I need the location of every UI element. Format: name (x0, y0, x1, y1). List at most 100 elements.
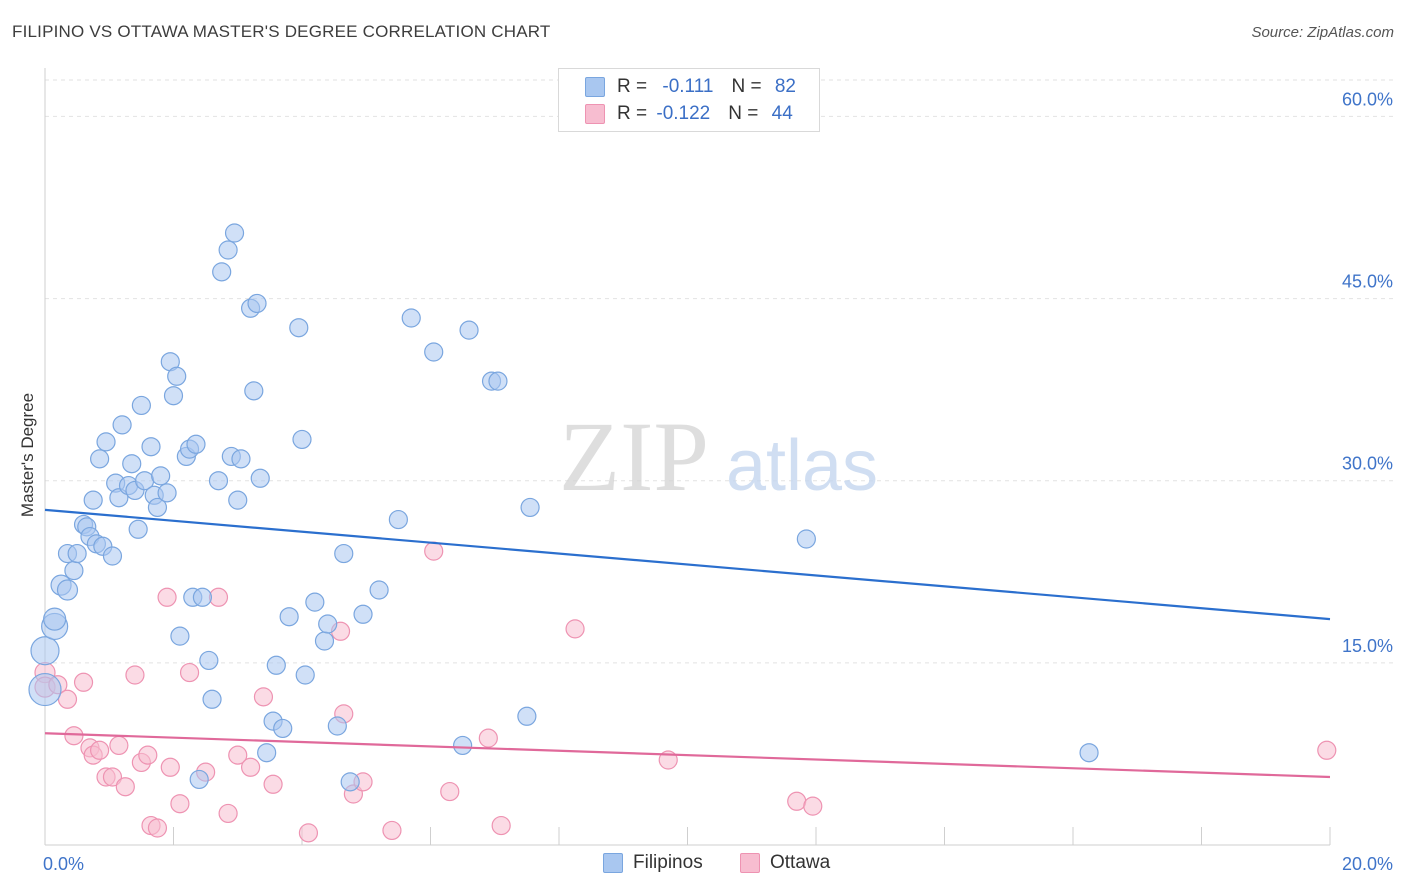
data-point-filipinos (295, 665, 315, 685)
data-point-filipinos (43, 607, 67, 631)
data-point-filipinos (141, 437, 161, 457)
data-point-filipinos (96, 432, 116, 452)
data-point-filipinos (314, 631, 335, 651)
legend-n-label: N = (731, 76, 767, 97)
tick-label-layer: 15.0% 30.0% 45.0% 60.0% 0.0% 20.0% (43, 89, 1393, 874)
data-point-filipinos (453, 735, 473, 756)
series-legend: Filipinos Ottawa (0, 852, 1406, 878)
data-point-filipinos (266, 655, 286, 675)
data-point-filipinos (388, 509, 408, 530)
data-point-filipinos (353, 604, 373, 624)
data-point-filipinos (334, 543, 354, 564)
data-point-filipinos (250, 468, 270, 488)
data-point-filipinos (212, 262, 232, 282)
data-point-filipinos (273, 718, 293, 739)
legend-swatch-filipinos (603, 853, 623, 873)
data-point-filipinos (369, 580, 389, 600)
data-point-ottawa (787, 791, 807, 811)
data-point-filipinos (292, 429, 312, 450)
data-point-filipinos (401, 308, 421, 328)
data-point-filipinos (157, 483, 177, 503)
data-point-filipinos (218, 240, 238, 260)
y-tick-label: 60.0% (1342, 89, 1393, 109)
data-point-filipinos (228, 490, 248, 510)
data-point-filipinos (167, 366, 187, 386)
data-point-filipinos (1079, 743, 1099, 763)
data-point-filipinos (147, 497, 168, 518)
data-point-filipinos (151, 466, 171, 486)
legend-r-value: -0.122 (656, 103, 711, 124)
data-point-ottawa (298, 823, 319, 843)
legend-n-value: 82 (774, 76, 796, 97)
data-point-filipinos (192, 587, 213, 607)
data-point-filipinos (186, 434, 206, 454)
points-layer (28, 223, 1337, 843)
grid-layer (45, 79, 1395, 664)
data-point-ottawa (263, 774, 283, 794)
data-point-filipinos (128, 519, 148, 539)
data-point-filipinos (122, 454, 142, 474)
data-point-ottawa (440, 781, 460, 802)
data-point-filipinos (67, 543, 87, 564)
data-point-ottawa (208, 587, 229, 607)
y-tick-label: 15.0% (1342, 636, 1393, 656)
chart-source: Source: ZipAtlas.com (1251, 24, 1394, 41)
data-point-filipinos (279, 607, 299, 627)
data-point-ottawa (125, 665, 145, 685)
legend-swatch-filipinos (585, 77, 605, 97)
data-point-filipinos (257, 743, 277, 763)
data-point-ottawa (90, 740, 110, 760)
data-point-filipinos (517, 706, 537, 726)
data-point-ottawa (491, 815, 511, 836)
legend-r-value: -0.111 (662, 76, 714, 97)
data-point-filipinos (796, 529, 816, 549)
data-point-ottawa (160, 757, 180, 777)
legend-label-filipinos: Filipinos (633, 852, 703, 873)
data-point-filipinos (131, 395, 151, 416)
data-point-filipinos (56, 579, 79, 601)
data-point-ottawa (565, 619, 585, 639)
data-point-filipinos (199, 650, 219, 671)
data-point-filipinos (90, 449, 110, 469)
chart-title: FILIPINO VS OTTAWA MASTER'S DEGREE CORRE… (12, 22, 551, 41)
data-point-filipinos (170, 626, 190, 646)
data-point-filipinos (424, 342, 444, 362)
legend-label-ottawa: Ottawa (770, 852, 831, 873)
x-tick-label: 0.0% (43, 854, 84, 874)
legend-item-filipinos[interactable]: Filipinos (603, 852, 703, 874)
legend-item-ottawa[interactable]: Ottawa (740, 852, 830, 874)
data-point-filipinos (318, 614, 338, 634)
watermark: ZIP atlas (559, 401, 878, 512)
data-point-ottawa (228, 745, 248, 765)
data-point-filipinos (224, 223, 245, 243)
correlation-legend: R = -0.111 N = 82 R = -0.122 N = 44 (558, 68, 820, 132)
data-point-ottawa (115, 777, 135, 797)
data-point-filipinos (202, 689, 222, 709)
data-point-ottawa (478, 728, 498, 748)
legend-n-label: N = (728, 103, 764, 124)
data-point-filipinos (231, 449, 251, 469)
watermark-atlas: atlas (726, 426, 878, 506)
data-point-ottawa (803, 796, 823, 816)
data-point-filipinos (327, 716, 347, 736)
data-point-filipinos (163, 386, 184, 406)
data-point-ottawa (73, 672, 94, 692)
data-point-filipinos (340, 772, 360, 792)
data-point-ottawa (157, 587, 177, 607)
data-point-filipinos (244, 381, 264, 401)
data-point-filipinos (305, 592, 325, 612)
data-point-ottawa (424, 541, 444, 561)
trend-line-filipinos (44, 508, 1331, 621)
data-point-filipinos (102, 546, 123, 566)
data-point-ottawa (218, 803, 238, 824)
legend-r-label: R = (617, 76, 653, 97)
data-point-filipinos (30, 636, 60, 666)
data-point-filipinos (488, 371, 508, 391)
data-point-ottawa (382, 820, 402, 841)
data-point-filipinos (28, 672, 62, 707)
data-point-ottawa (253, 687, 274, 707)
legend-n-value: 44 (771, 103, 793, 124)
y-tick-label: 30.0% (1342, 454, 1393, 474)
data-point-ottawa (147, 818, 168, 838)
data-point-filipinos (112, 415, 132, 435)
